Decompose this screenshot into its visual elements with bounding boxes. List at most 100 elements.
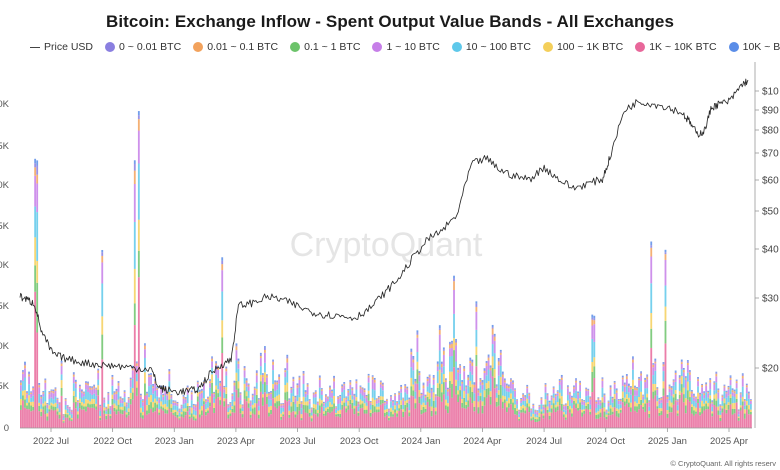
bar-segment: [379, 384, 382, 388]
bar-segment: [463, 379, 466, 391]
bar-segment: [251, 393, 254, 395]
bar-segment: [327, 397, 329, 399]
bar-segment: [457, 394, 459, 402]
bar-segment: [377, 397, 380, 400]
bar-segment: [725, 404, 728, 410]
bar-segment: [731, 388, 734, 390]
bar-segment: [111, 376, 114, 378]
bar-segment: [621, 377, 624, 380]
bar-segment: [688, 401, 691, 428]
bar-segment: [280, 405, 283, 408]
bar-segment: [705, 392, 708, 401]
bar-segment: [176, 406, 179, 412]
bar-segment: [489, 391, 492, 397]
bar-segment: [573, 404, 575, 428]
bar-segment: [139, 393, 142, 395]
legend-item-8[interactable]: 10K ~ BTC: [728, 41, 780, 53]
legend-label: 1 ~ 10 BTC: [386, 41, 440, 53]
bar-segment: [575, 408, 577, 428]
bar-segment: [518, 418, 520, 421]
bar-segment: [168, 399, 171, 409]
bar-segment: [503, 396, 506, 400]
bar-segment: [662, 381, 665, 389]
legend-item-5[interactable]: 10 ~ 100 BTC: [451, 41, 531, 53]
bar-segment: [560, 396, 563, 404]
bar-segment: [154, 402, 157, 412]
bar-segment: [355, 380, 358, 382]
bar-segment: [449, 356, 451, 372]
bar-segment: [526, 398, 529, 404]
bar-segment: [170, 396, 173, 399]
bar-segment: [251, 404, 254, 409]
bar-segment: [190, 391, 193, 393]
bar-segment: [337, 413, 340, 417]
bar-segment: [508, 384, 510, 386]
legend-item-7[interactable]: 1K ~ 10K BTC: [635, 41, 717, 53]
bar-segment: [64, 405, 67, 410]
bar-segment: [333, 408, 335, 428]
bar-segment: [491, 328, 494, 335]
bar-segment: [505, 388, 508, 392]
bar-segment: [72, 402, 75, 428]
bar-segment: [668, 406, 671, 413]
legend-item-2[interactable]: 0.01 ~ 0.1 BTC: [193, 41, 278, 53]
bar-segment: [288, 417, 291, 428]
bar-segment: [455, 385, 457, 395]
legend-item-4[interactable]: 1 ~ 10 BTC: [372, 41, 440, 53]
bar-segment: [284, 372, 287, 378]
bar-segment: [613, 380, 616, 382]
bar-segment: [674, 381, 677, 391]
legend-item-0[interactable]: Price USD: [30, 41, 93, 53]
bar-segment: [546, 406, 549, 410]
bar-segment: [465, 408, 468, 428]
bar-segment: [699, 392, 701, 394]
bar-segment: [229, 406, 232, 410]
bar-segment: [402, 411, 405, 418]
bar-segment: [306, 383, 309, 384]
bar-segment: [430, 397, 433, 407]
legend-item-1[interactable]: 0 ~ 0.01 BTC: [105, 41, 181, 53]
bar-segment: [359, 404, 362, 409]
bar-segment: [619, 409, 622, 413]
bar-segment: [46, 408, 49, 414]
bar-segment: [148, 386, 150, 398]
bar-segment: [477, 407, 480, 414]
bar-segment: [682, 367, 685, 370]
bar-segment: [280, 413, 283, 417]
bar-segment: [137, 130, 140, 164]
bar-segment: [719, 410, 722, 415]
bar-segment: [70, 411, 73, 415]
bar-segment: [68, 415, 71, 418]
bar-segment: [351, 399, 354, 403]
bar-segment: [638, 409, 640, 428]
bar-segment: [172, 401, 175, 403]
bar-segment: [432, 408, 435, 428]
bar-segment: [278, 405, 281, 428]
legend-item-3[interactable]: 0.1 ~ 1 BTC: [290, 41, 360, 53]
bar-segment: [52, 389, 55, 391]
bar-segment: [469, 387, 472, 398]
legend-dot-swatch: [542, 42, 553, 52]
bar-segment: [93, 385, 96, 387]
bar-segment: [623, 397, 626, 402]
bar-segment: [58, 404, 61, 409]
bar-segment: [672, 404, 675, 428]
bar-segment: [381, 383, 384, 385]
legend-dot-swatch: [728, 42, 739, 52]
bar-segment: [630, 411, 632, 428]
bar-segment: [188, 418, 191, 428]
bar-segment: [711, 413, 714, 417]
bar-segment: [329, 389, 331, 398]
bar-segment: [713, 390, 716, 395]
bar-segment: [268, 412, 270, 417]
bar-segment: [691, 397, 693, 405]
bar-segment: [99, 417, 102, 421]
legend-item-6[interactable]: 100 ~ 1K BTC: [542, 41, 623, 53]
bar-segment: [619, 412, 622, 428]
bar-segment: [329, 402, 331, 407]
bar-segment: [243, 383, 246, 391]
bar-segment: [571, 399, 573, 404]
bar-segment: [701, 383, 703, 385]
bar-segment: [406, 389, 409, 395]
bar-segment: [489, 370, 492, 379]
